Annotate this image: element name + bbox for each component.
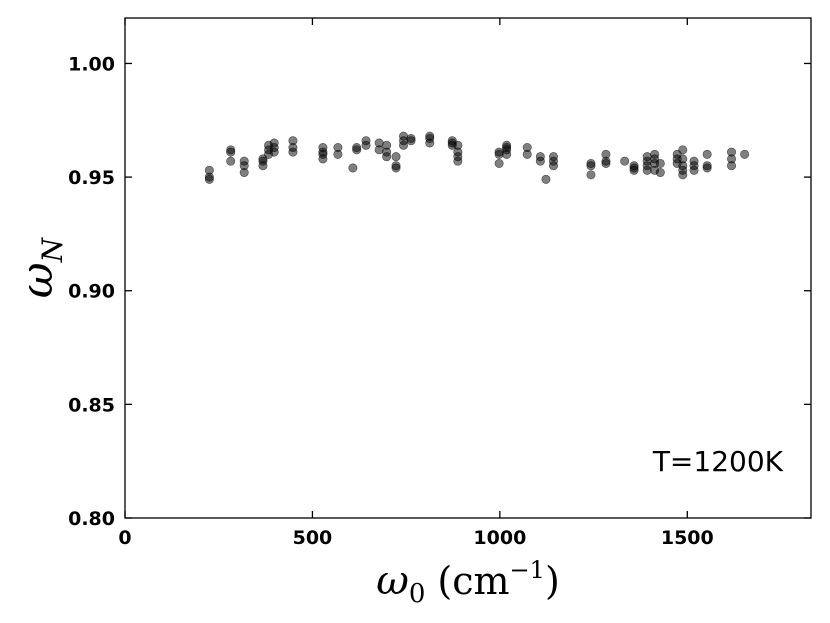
- y-tick-label: 0.95: [68, 167, 115, 189]
- y-tick-label: 0.85: [68, 394, 115, 416]
- data-point: [502, 149, 512, 159]
- data-point: [642, 165, 652, 175]
- data-point: [226, 147, 236, 157]
- data-point: [288, 147, 298, 157]
- data-point: [535, 156, 545, 166]
- data-point: [727, 161, 737, 171]
- x-tick-label: 500: [293, 527, 333, 549]
- data-point: [494, 158, 504, 168]
- tick-labels: 0 500 1000 1500 0.80 0.85 0.90 0.95 1.00: [68, 53, 714, 549]
- svg-text:ωN: ωN: [12, 236, 69, 298]
- data-point: [601, 158, 611, 168]
- data-point: [374, 145, 384, 155]
- data-point: [494, 149, 504, 159]
- y-tick-label: 0.90: [68, 281, 115, 303]
- data-point: [258, 161, 268, 171]
- data-point: [226, 156, 236, 166]
- data-point: [702, 149, 712, 159]
- data-point: [541, 174, 551, 184]
- y-axis-label: ωN: [12, 236, 69, 298]
- data-point: [406, 136, 416, 146]
- temperature-annotation: T=1200K: [652, 445, 784, 478]
- data-point: [425, 138, 435, 148]
- axis-ticks: [124, 18, 811, 519]
- data-point: [655, 168, 665, 178]
- plot-frame: [124, 17, 812, 519]
- data-point: [239, 168, 249, 178]
- data-point: [522, 149, 532, 159]
- x-tick-label: 1000: [473, 527, 526, 549]
- data-point: [586, 161, 596, 171]
- x-axis-label: ω0 (cm−1): [376, 556, 560, 609]
- data-point: [348, 163, 358, 173]
- data-point: [318, 154, 328, 164]
- data-point: [689, 165, 699, 175]
- data-point: [655, 158, 665, 168]
- data-point: [391, 163, 401, 173]
- data-point: [391, 152, 401, 162]
- y-tick-label: 1.00: [68, 53, 115, 75]
- data-point: [361, 140, 371, 150]
- data-point: [629, 165, 639, 175]
- data-point: [586, 170, 596, 180]
- svg-text:ω0(cm−1): ω0 (cm−1): [376, 556, 560, 609]
- data-point: [620, 156, 630, 166]
- data-points: [204, 131, 750, 184]
- y-tick-label: 0.80: [68, 508, 115, 530]
- data-point: [382, 152, 392, 162]
- data-point: [333, 149, 343, 159]
- x-tick-label: 1500: [661, 527, 714, 549]
- data-point: [269, 147, 279, 157]
- data-point: [453, 156, 463, 166]
- data-point: [204, 174, 214, 184]
- data-point: [352, 145, 362, 155]
- data-point: [548, 161, 558, 171]
- data-point: [678, 170, 688, 180]
- x-tick-label: 0: [118, 527, 131, 549]
- data-point: [678, 145, 688, 155]
- data-point: [740, 149, 750, 159]
- data-point: [399, 140, 409, 150]
- data-point: [702, 163, 712, 173]
